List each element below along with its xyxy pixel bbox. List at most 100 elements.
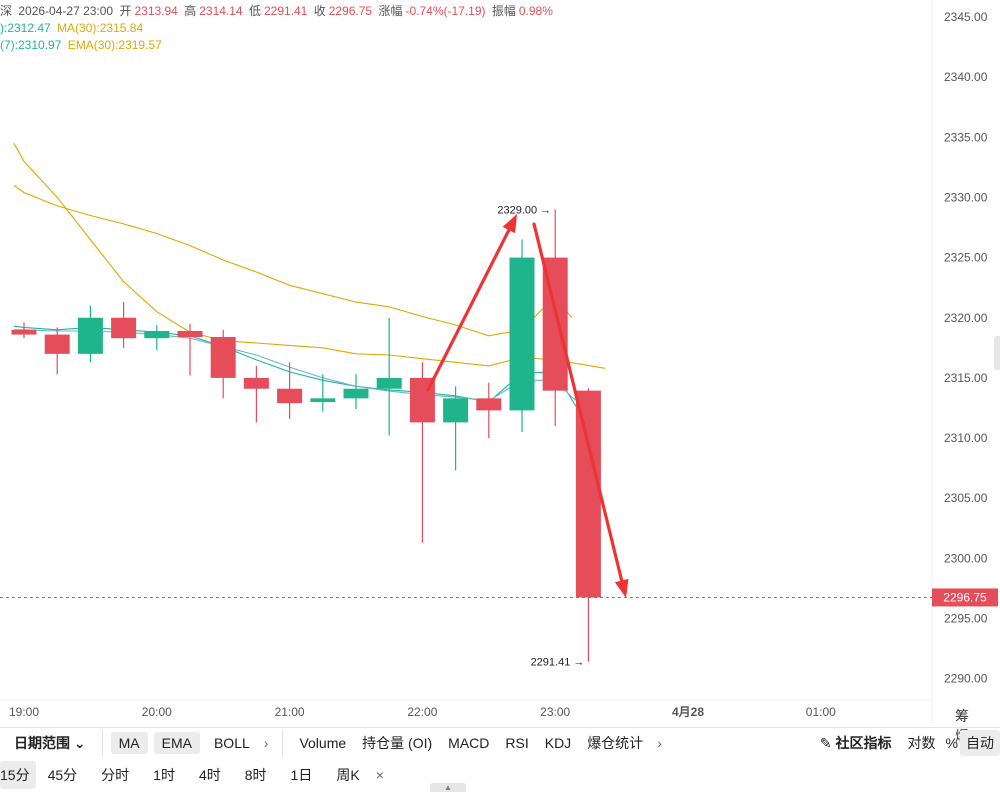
chart-grid (0, 0, 933, 725)
price-tick-label: 2300.00 (944, 551, 988, 565)
ma-toggle[interactable]: MA (110, 731, 148, 754)
high-annotation: 2329.00 → (497, 204, 551, 216)
log-scale-toggle[interactable]: 对数 (907, 734, 936, 751)
chevron-right-icon[interactable]: › (263, 734, 269, 751)
ma-line (13, 143, 606, 369)
candle-body (443, 398, 469, 423)
price-tick-label: 2310.00 (944, 431, 988, 445)
time-tick-label: 4月28 (672, 705, 704, 719)
ma-line (13, 184, 573, 337)
ema-info-row: (7):2310.97 EMA(30):2319.57 (0, 37, 165, 53)
period-week[interactable]: 周K (336, 766, 360, 783)
time-tick-label: 20:00 (142, 705, 172, 719)
candle (11, 322, 37, 339)
candle (111, 302, 137, 348)
ma30-value: MA(30):2315.84 (57, 21, 144, 35)
community-indicator-button[interactable]: ✎ 社区指标 (819, 734, 892, 751)
low-annotation: 2291.41 → (531, 657, 585, 669)
open-label: 开 (119, 4, 132, 18)
period-15m[interactable]: 15分 (0, 760, 36, 789)
price-tick-label: 2325.00 (944, 251, 988, 265)
candle-body (144, 330, 170, 339)
close-value: 2296.75 (328, 4, 373, 18)
ema7-value: (7):2310.97 (0, 38, 62, 52)
divider (282, 729, 284, 756)
time-tick-label: 23:00 (540, 705, 570, 719)
arrow-shaft (426, 228, 511, 392)
period-1h[interactable]: 1时 (153, 766, 175, 783)
candle (343, 374, 369, 410)
period-toolbar: 15分 45分 分时 1时 4时 8时 1日 周K × (0, 757, 1000, 792)
price-tick-label: 2345.00 (944, 10, 988, 24)
candle-body (11, 329, 37, 335)
period-1d[interactable]: 1日 (290, 766, 313, 783)
candle-body (277, 388, 303, 404)
arrow-head (502, 214, 517, 234)
candle (542, 209, 568, 427)
candle (77, 305, 103, 363)
candlestick-chart[interactable]: 2345.00 2340.00 2335.00 2330.00 2325.00 2320.… (0, 0, 1000, 725)
last-price-label: 2296.75 (943, 590, 987, 604)
ema-toggle[interactable]: EMA (153, 731, 200, 754)
candles (11, 209, 601, 662)
candle-body (243, 377, 269, 389)
low-label: 低 (248, 4, 261, 18)
price-tick-label: 2315.00 (944, 371, 988, 385)
toolbar-right-group: ✎ 社区指标 对数 % 自动 (812, 729, 1000, 757)
ohlc-info-row: 深 2026-04-27 23:00 开 2313.94 高 2314.14 低 22… (0, 3, 556, 19)
auto-scale-toggle[interactable]: 自动 (960, 729, 1000, 756)
candle (144, 324, 170, 351)
ma-info-row: ):2312.47 MA(30):2315.84 (0, 20, 146, 36)
arrow-shaft (532, 222, 624, 583)
volume-toggle[interactable]: Volume (299, 734, 347, 751)
side-collapse-tab[interactable] (994, 336, 1000, 370)
period-timeline[interactable]: 分时 (101, 766, 130, 783)
candle-body (310, 398, 336, 402)
time-tick-label: 19:00 (9, 705, 39, 719)
title-fragment: 深 (0, 4, 13, 18)
macd-toggle[interactable]: MACD (448, 734, 490, 751)
period-4h[interactable]: 4时 (198, 766, 221, 783)
candle (409, 362, 435, 543)
high-label: 高 (184, 4, 197, 18)
oi-toggle[interactable]: 持仓量 (OI) (362, 734, 433, 751)
change-value: -0.74%(-17.19) (405, 4, 486, 18)
ma-short-value: ):2312.47 (0, 21, 51, 35)
candle-body (376, 377, 402, 389)
candle (575, 388, 601, 662)
time-tick-label: 21:00 (275, 705, 305, 719)
price-tick-label: 2305.00 (944, 491, 988, 505)
candle-body (111, 317, 137, 339)
close-icon[interactable]: × (375, 766, 384, 783)
arrow-head (614, 578, 629, 598)
chevron-up-icon[interactable]: ▲ (430, 783, 466, 792)
trend-arrows (426, 214, 629, 598)
price-tick-label: 2320.00 (944, 311, 988, 325)
price-tick-label: 2330.00 (944, 190, 988, 204)
divider (101, 729, 103, 756)
date-range-dropdown[interactable]: 日期范围 ⌄ (14, 734, 86, 751)
amplitude-value: 0.98% (518, 4, 553, 18)
period-8h[interactable]: 8时 (244, 766, 267, 783)
candle-body (210, 336, 236, 378)
candle (310, 374, 336, 412)
liquidation-toggle[interactable]: 爆仓统计 (587, 734, 644, 751)
last-price-badge (932, 588, 998, 607)
rsi-toggle[interactable]: RSI (505, 734, 529, 751)
close-label: 收 (313, 4, 326, 18)
candle (376, 317, 402, 436)
candle (44, 327, 70, 375)
down-arrow (532, 222, 629, 598)
candle-body (177, 330, 203, 337)
period-45m[interactable]: 45分 (47, 766, 78, 783)
kdj-toggle[interactable]: KDJ (544, 734, 572, 751)
chevron-right-icon[interactable]: › (657, 734, 662, 751)
time-axis: 19:00 20:00 21:00 22:00 23:00 4月28 01:00 (9, 705, 836, 719)
candle-body (575, 390, 601, 598)
candle (277, 362, 303, 419)
price-axis: 2345.00 2340.00 2335.00 2330.00 2325.00 2320.… (497, 10, 998, 686)
boll-toggle[interactable]: BOLL (213, 734, 250, 751)
percent-scale-toggle[interactable]: % (945, 734, 958, 751)
low-value: 2291.41 (263, 4, 308, 18)
candle (443, 386, 469, 471)
